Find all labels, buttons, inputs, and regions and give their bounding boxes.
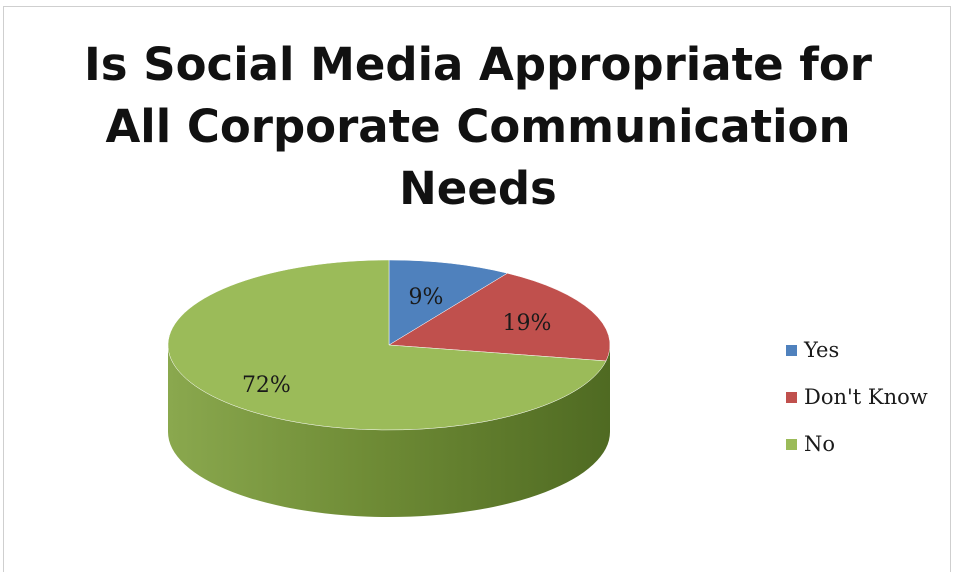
legend-item-no: No [786, 432, 928, 456]
pie-slice-yes [388, 259, 509, 346]
pie-data-labels: 9% 19% 72% [242, 285, 551, 398]
legend-swatch-dont-know [786, 391, 797, 403]
legend-swatch-no [786, 438, 797, 450]
data-label-yes: 9% [409, 285, 444, 310]
pie-side-wall [168, 345, 610, 517]
legend-item-dont-know: Don't Know [786, 385, 928, 409]
legend-swatch-yes [786, 344, 797, 356]
chart-title: Is Social Media Appropriate for All Corp… [0, 34, 956, 220]
legend-label-no: No [804, 432, 836, 456]
legend: Yes Don't Know No [786, 338, 928, 479]
legend-item-yes: Yes [786, 338, 928, 362]
pie-side-group [168, 345, 610, 517]
title-line-3: Needs [399, 162, 557, 215]
data-label-don-t-know: 19% [502, 311, 551, 336]
legend-label-dont-know: Don't Know [804, 385, 928, 409]
pie-slice-no [167, 259, 607, 431]
title-line-1: Is Social Media Appropriate for [84, 38, 872, 91]
data-label-no: 72% [242, 373, 291, 398]
pie-slice-don-t-know [388, 272, 611, 362]
pie-slices [167, 259, 611, 431]
title-line-2: All Corporate Communication [105, 100, 851, 153]
legend-label-yes: Yes [804, 338, 840, 362]
